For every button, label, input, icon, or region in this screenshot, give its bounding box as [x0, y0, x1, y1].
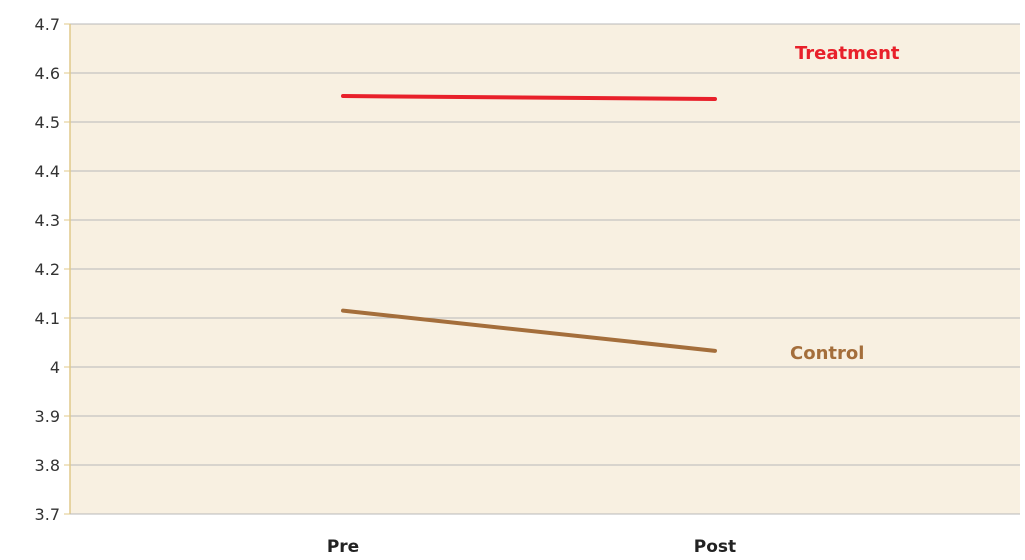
y-tick-label: 4.1 — [35, 309, 60, 328]
series-label-treatment: Treatment — [795, 43, 900, 64]
y-axis-ticks: 3.7 3.8 3.9 4 4.1 4.2 4.3 4.4 4.5 4.6 4.7 — [35, 15, 70, 524]
x-axis-ticks: Pre Post — [327, 537, 736, 557]
y-tick-label: 3.9 — [35, 407, 60, 426]
y-tick-label: 4.6 — [35, 64, 60, 83]
y-tick-label: 4.7 — [35, 15, 60, 34]
series-labels: Treatment Control — [790, 43, 900, 364]
series-lines — [341, 94, 717, 353]
series-line-control — [341, 308, 717, 353]
x-tick-label: Pre — [327, 537, 359, 557]
series-line-treatment — [341, 94, 717, 101]
x-tick-label: Post — [694, 537, 736, 557]
y-tick-label: 4.3 — [35, 211, 60, 230]
y-tick-label: 4.2 — [35, 260, 60, 279]
series-label-control: Control — [790, 343, 864, 364]
y-tick-label: 4 — [50, 358, 60, 377]
y-tick-label: 4.4 — [35, 162, 60, 181]
y-tick-label: 4.5 — [35, 113, 60, 132]
y-tick-label: 3.8 — [35, 456, 60, 475]
gridlines — [70, 23, 1020, 466]
y-tick-label: 3.7 — [35, 505, 60, 524]
